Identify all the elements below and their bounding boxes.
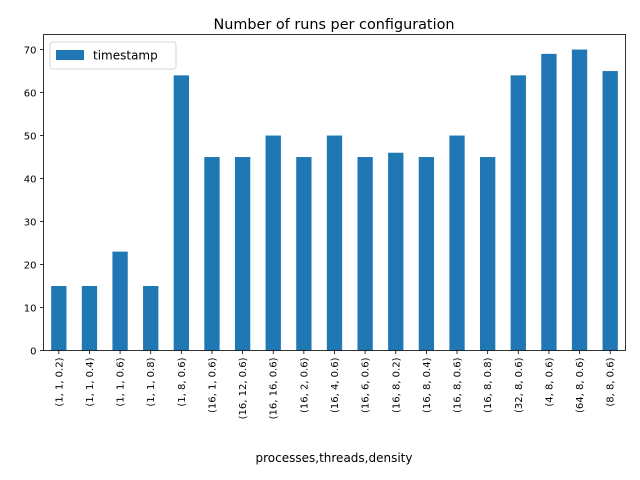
legend-label: timestamp: [93, 49, 158, 63]
x-tick-label: (1, 8, 0.6): [177, 357, 188, 406]
bar: [112, 251, 128, 351]
x-tick-label: (16, 6, 0.6): [361, 357, 372, 413]
bar: [326, 135, 343, 351]
plot-frame: [43, 34, 626, 351]
bar: [541, 53, 557, 351]
bar: [296, 157, 312, 351]
bar: [510, 75, 526, 351]
x-tick-label: (16, 4, 0.6): [330, 357, 341, 413]
y-tick-label: 20: [24, 260, 37, 271]
y-tick-label: 30: [24, 217, 37, 228]
x-tick-label: (1, 1, 0.4): [85, 357, 96, 406]
bar: [51, 286, 67, 351]
y-tick-label: 50: [24, 131, 37, 142]
bar: [173, 75, 189, 351]
x-axis: (1, 1, 0.2) (1, 1, 0.4) (1, 1, 0.6) (1, 1, …: [54, 350, 617, 419]
legend-box: [49, 41, 177, 70]
x-tick-label: (32, 8, 0.6): [514, 357, 525, 413]
bar: [602, 71, 618, 351]
x-tick-label: (16, 1, 0.6): [207, 357, 218, 413]
bar: [265, 135, 281, 351]
bar: [480, 157, 496, 351]
x-axis-label: processes,threads,density: [256, 451, 413, 465]
bar: [143, 286, 159, 351]
legend: timestamp: [49, 41, 177, 70]
x-tick-label: (16, 2, 0.6): [299, 357, 310, 413]
y-tick-label: 10: [24, 303, 37, 314]
bar: [204, 157, 220, 351]
bar: [81, 286, 98, 351]
x-tick-label: (16, 16, 0.6): [269, 357, 280, 419]
x-tick-label: (16, 8, 0.6): [453, 357, 464, 413]
x-tick-label: (8, 8, 0.6): [606, 357, 617, 406]
y-tick-label: 40: [24, 174, 37, 185]
x-tick-label: (1, 1, 0.8): [146, 357, 157, 406]
x-tick-label: (16, 8, 0.8): [483, 357, 494, 413]
legend-swatch: [56, 50, 84, 60]
x-tick-label: (4, 8, 0.6): [544, 357, 555, 406]
bar: [357, 157, 373, 351]
x-tick-label: (16, 12, 0.6): [238, 357, 249, 419]
bar: [388, 152, 404, 351]
bar: [418, 157, 435, 351]
bar: [571, 49, 588, 351]
x-tick-label: (1, 1, 0.6): [116, 357, 127, 406]
bar: [234, 157, 251, 351]
x-tick-label: (16, 8, 0.4): [422, 357, 433, 413]
y-axis: 0 10 20 30 40 50 60 70: [24, 45, 44, 357]
chart-title: Number of runs per configuration: [214, 17, 455, 33]
y-tick-label: 70: [24, 45, 37, 56]
bar: [449, 135, 465, 351]
x-tick-label: (1, 1, 0.2): [54, 357, 65, 406]
y-tick-label: 60: [24, 88, 37, 99]
y-tick-label: 0: [30, 346, 36, 357]
x-tick-label: (16, 8, 0.2): [391, 357, 402, 413]
bars-layer: [51, 49, 618, 351]
x-tick-label: (64, 8, 0.6): [575, 357, 586, 413]
